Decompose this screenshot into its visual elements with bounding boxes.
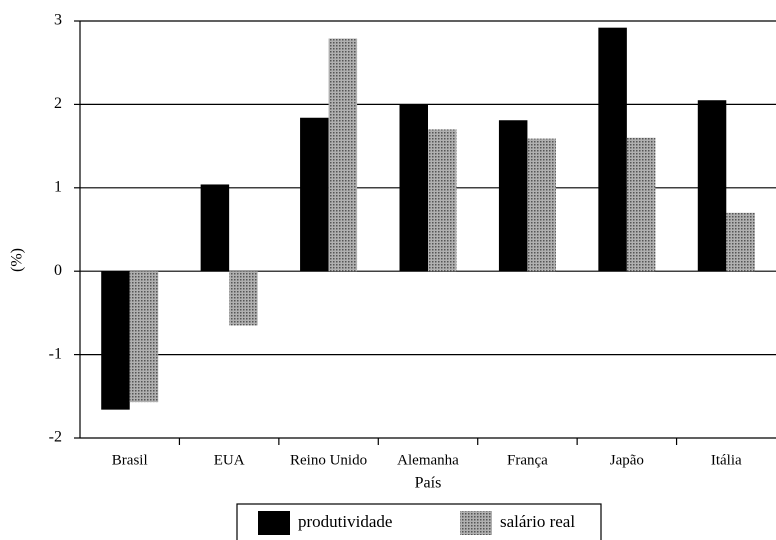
y-axis-label: (%) (9, 248, 26, 272)
x-tick-label: Reino Unido (290, 452, 367, 468)
x-axis-label: País (415, 475, 442, 492)
y-tick-label: 3 (54, 12, 62, 29)
x-tick-label: EUA (214, 452, 245, 468)
y-tick-label: -2 (49, 429, 62, 446)
x-tick-label: Alemanha (397, 452, 459, 468)
x-tick-label: França (507, 452, 548, 468)
bar (527, 138, 556, 272)
bar (726, 212, 755, 272)
x-tick-label: Japão (610, 452, 644, 468)
y-tick-label: 0 (54, 262, 62, 279)
bar (129, 271, 159, 403)
bar (200, 184, 230, 272)
x-tick-label: Brasil (112, 452, 148, 468)
legend-label: produtividade (298, 512, 392, 531)
bar (626, 137, 656, 272)
bar (300, 117, 329, 272)
bar (101, 271, 130, 410)
y-tick-label: 2 (54, 95, 62, 112)
legend-swatch (460, 511, 492, 535)
bar (697, 100, 727, 272)
legend-box (236, 503, 602, 540)
legend-swatch (258, 511, 290, 535)
bar (229, 271, 258, 326)
x-tick-label: Itália (711, 452, 742, 468)
bar (498, 120, 528, 272)
bar (428, 129, 457, 272)
bar (328, 38, 358, 272)
legend-label: salário real (500, 512, 575, 531)
y-tick-label: -1 (49, 345, 62, 362)
y-tick-label: 1 (54, 178, 62, 195)
bar (598, 27, 627, 272)
bar (399, 104, 428, 272)
